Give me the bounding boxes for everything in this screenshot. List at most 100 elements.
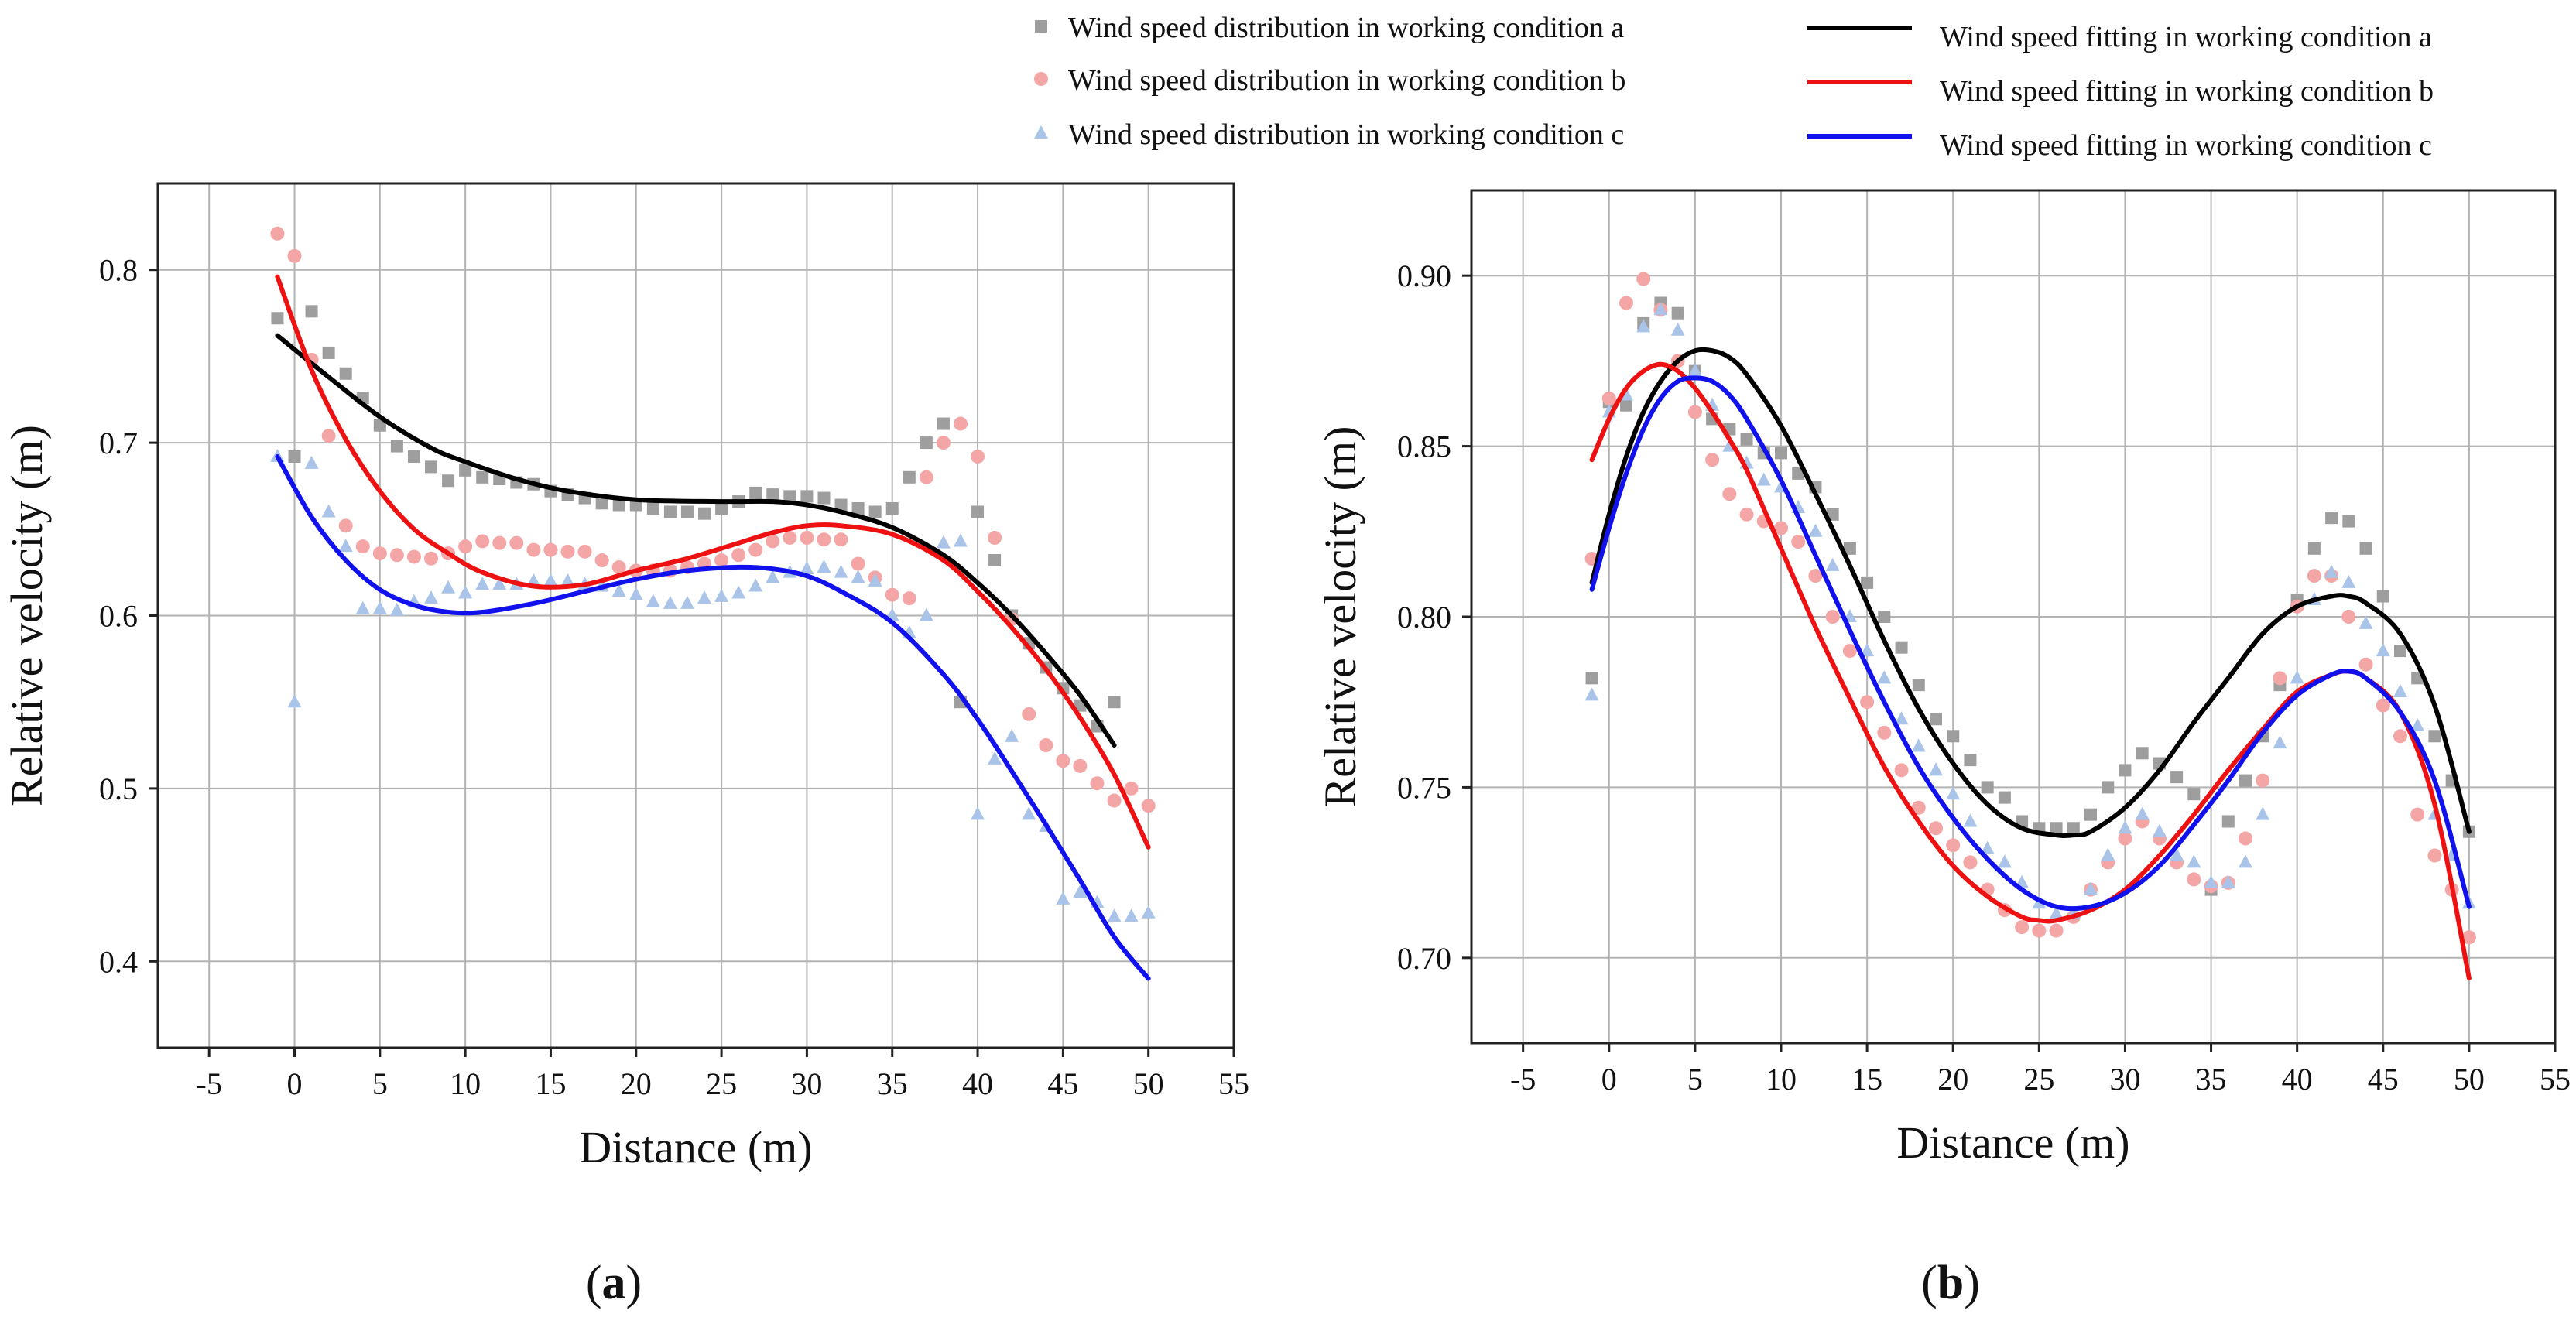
x-tick-label-b-1: 0 xyxy=(1601,1062,1617,1097)
data-point-b-0-27 xyxy=(2050,822,2063,835)
data-point-a-1-34 xyxy=(851,556,865,571)
x-tick-label-a-4: 15 xyxy=(535,1066,566,1101)
data-point-b-0-43 xyxy=(2325,512,2338,525)
data-point-a-0-31 xyxy=(800,490,814,503)
x-tick-label-a-7: 30 xyxy=(791,1066,822,1101)
data-point-a-0-41 xyxy=(971,505,985,518)
x-tick-label-a-8: 35 xyxy=(877,1066,908,1101)
data-point-a-2-9 xyxy=(424,590,439,604)
data-point-b-2-46 xyxy=(2376,643,2390,657)
data-point-b-1-35 xyxy=(2187,872,2201,887)
data-point-a-2-24 xyxy=(680,595,694,609)
data-point-a-1-51 xyxy=(1141,799,1156,813)
data-point-a-2-4 xyxy=(338,539,353,553)
data-point-a-2-12 xyxy=(475,577,490,590)
data-point-b-2-41 xyxy=(2290,670,2304,684)
data-point-a-0-1 xyxy=(288,450,301,463)
legend-label-b-fit: Wind speed fitting in working condition … xyxy=(1940,75,2434,108)
data-point-b-0-35 xyxy=(2187,788,2201,801)
data-point-b-1-1 xyxy=(1601,391,1616,405)
x-tick-label-b-12: 55 xyxy=(2540,1062,2571,1097)
data-point-b-2-24 xyxy=(1997,854,2012,868)
data-point-a-0-32 xyxy=(817,491,831,505)
data-point-b-1-27 xyxy=(2049,923,2064,938)
data-point-b-0-34 xyxy=(2170,771,2184,784)
panel-label-b-open: ( xyxy=(1921,1257,1937,1309)
data-point-b-0-17 xyxy=(1878,611,1891,623)
data-point-b-0-49 xyxy=(2428,730,2441,743)
panel-label-a-close: ) xyxy=(626,1257,642,1309)
panel-label-a: (a) xyxy=(586,1257,642,1309)
data-point-a-1-4 xyxy=(338,518,353,533)
data-point-a-0-28 xyxy=(749,486,762,499)
data-point-b-2-6 xyxy=(1687,363,1702,377)
data-point-a-1-27 xyxy=(731,548,746,563)
data-point-a-1-6 xyxy=(372,546,387,561)
x-tick-label-b-8: 35 xyxy=(2196,1062,2227,1097)
x-tick-label-a-6: 25 xyxy=(706,1066,737,1101)
data-point-b-0-30 xyxy=(2102,781,2115,794)
data-point-a-2-1 xyxy=(287,694,302,708)
data-point-a-2-32 xyxy=(817,559,831,573)
data-point-a-1-33 xyxy=(834,532,848,547)
data-point-a-0-6 xyxy=(373,419,386,432)
legend-marker-shape-b_points xyxy=(1034,72,1048,86)
data-point-a-2-15 xyxy=(526,573,541,587)
data-point-b-1-47 xyxy=(2393,729,2407,744)
data-point-a-1-31 xyxy=(800,530,814,545)
data-point-b-1-25 xyxy=(2015,920,2030,935)
data-point-b-2-29 xyxy=(2084,881,2098,895)
data-point-b-2-23 xyxy=(1980,840,1995,854)
data-point-b-0-18 xyxy=(1895,641,1908,654)
data-point-b-1-51 xyxy=(2461,930,2476,945)
data-point-a-2-5 xyxy=(355,600,370,614)
data-point-a-0-23 xyxy=(663,505,677,518)
data-point-a-2-16 xyxy=(543,573,558,587)
data-point-b-1-19 xyxy=(1911,800,1926,815)
data-point-a-2-13 xyxy=(492,577,507,590)
data-point-a-2-6 xyxy=(372,600,387,614)
data-point-b-1-21 xyxy=(1946,838,1961,853)
data-point-a-0-34 xyxy=(851,501,865,515)
data-point-a-0-4 xyxy=(339,367,352,380)
data-point-b-2-13 xyxy=(1808,523,1823,537)
data-point-a-0-2 xyxy=(305,305,318,318)
data-point-a-1-11 xyxy=(458,539,473,554)
data-point-b-2-35 xyxy=(2187,854,2201,868)
data-point-b-2-21 xyxy=(1946,786,1961,800)
legend-marker-c-points xyxy=(1034,125,1048,139)
data-point-a-1-41 xyxy=(971,449,985,464)
legend-item-c-fit: Wind speed fitting in working condition … xyxy=(1807,129,2432,162)
data-point-a-2-28 xyxy=(748,578,763,592)
fit-line-b-2 xyxy=(1589,375,2472,912)
data-point-a-2-39 xyxy=(936,535,951,549)
data-point-b-1-7 xyxy=(1705,453,1720,467)
data-point-a-2-35 xyxy=(868,573,882,587)
data-point-b-0-28 xyxy=(2067,822,2080,835)
data-point-b-0-11 xyxy=(1775,447,1787,460)
data-point-a-2-21 xyxy=(629,587,643,600)
data-point-b-2-32 xyxy=(2135,806,2150,820)
x-tick-label-b-7: 30 xyxy=(2109,1062,2140,1097)
data-point-a-1-39 xyxy=(936,436,951,450)
data-point-a-1-8 xyxy=(406,549,421,564)
data-point-a-1-32 xyxy=(817,532,831,547)
data-point-b-1-15 xyxy=(1842,644,1857,659)
data-point-b-0-46 xyxy=(2376,590,2389,603)
data-point-b-0-2 xyxy=(1620,399,1632,412)
data-point-b-1-31 xyxy=(2118,831,2132,846)
legend-label-a-points: Wind speed distribution in working condi… xyxy=(1068,12,1624,44)
data-point-b-1-16 xyxy=(1860,695,1875,710)
x-tick-label-a-3: 10 xyxy=(450,1066,481,1101)
legend-label-a-fit: Wind speed fitting in working condition … xyxy=(1940,21,2432,53)
data-point-a-1-26 xyxy=(714,553,729,568)
data-point-a-2-20 xyxy=(611,583,626,597)
panel-label-b: (b) xyxy=(1921,1257,1980,1309)
y-axis-label-b: Relative velocity (m) xyxy=(1315,426,1365,808)
data-point-a-2-38 xyxy=(919,607,933,621)
data-point-a-1-12 xyxy=(475,534,490,549)
fit-line-a-2 xyxy=(275,454,1151,981)
data-point-a-2-49 xyxy=(1107,908,1122,922)
y-tick-label-a-0: 0.4 xyxy=(99,944,138,979)
data-point-b-1-9 xyxy=(1739,507,1754,522)
